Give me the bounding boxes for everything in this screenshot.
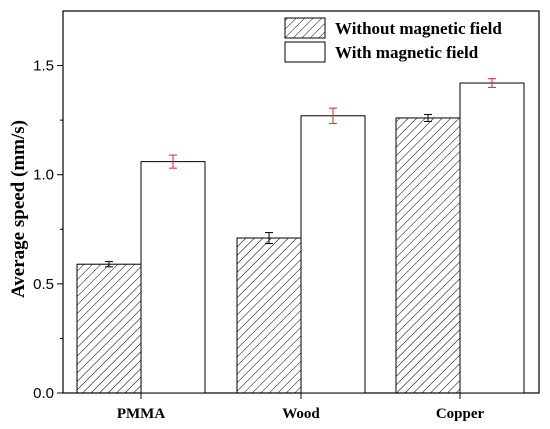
bar-without-field-wood xyxy=(236,237,302,394)
y-tick-label: 1.0 xyxy=(33,167,54,184)
bar-with-field-copper xyxy=(459,82,525,394)
y-tick-label: 0.5 xyxy=(33,276,54,293)
y-tick-label: 0.0 xyxy=(33,385,54,402)
bar-without-field-copper xyxy=(395,117,461,394)
legend-label: With magnetic field xyxy=(335,43,479,62)
bar-with-field-pmma xyxy=(140,161,206,394)
x-tick-label: Copper xyxy=(436,406,485,422)
legend-label: Without magnetic field xyxy=(335,19,502,38)
y-tick-label: 1.5 xyxy=(33,58,54,75)
bar-without-field-pmma xyxy=(76,263,142,394)
legend-swatch-without-field xyxy=(284,17,326,39)
bar-with-field-wood xyxy=(300,115,366,394)
x-tick-label: PMMA xyxy=(117,406,165,422)
y-axis-label: Average speed (mm/s) xyxy=(8,120,29,298)
legend-swatch-with-field xyxy=(284,41,326,63)
plot-area: 0.0 0.5 1.0 1.5 PMMA Wood Copper Without magnet… xyxy=(33,10,540,422)
x-tick-label: Wood xyxy=(282,406,320,422)
